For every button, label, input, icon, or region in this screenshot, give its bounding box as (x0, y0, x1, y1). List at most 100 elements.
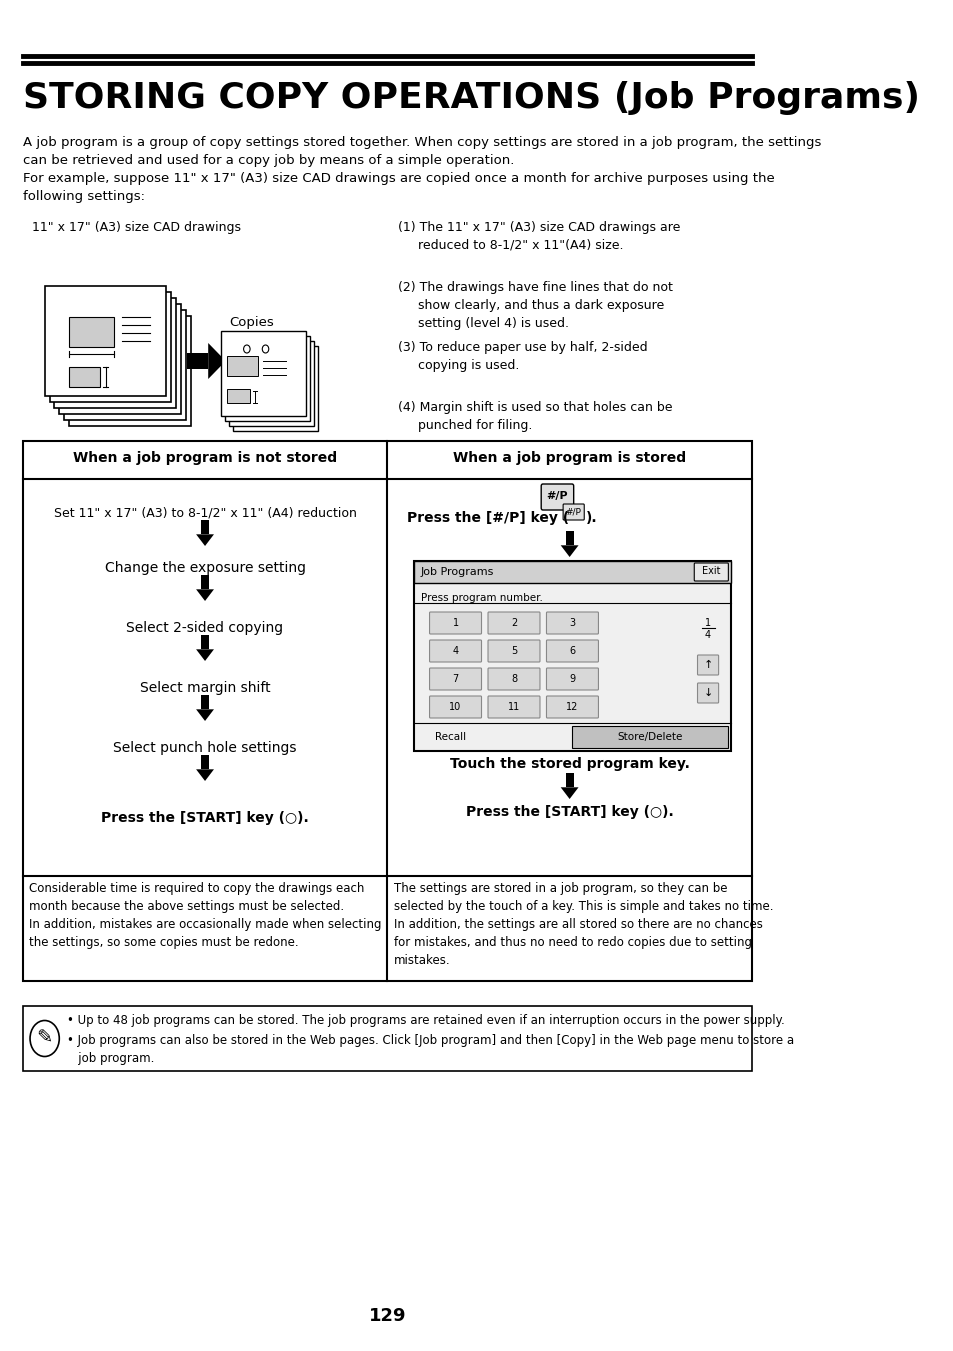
Polygon shape (201, 694, 209, 709)
Bar (572, 725, 727, 748)
FancyBboxPatch shape (562, 504, 583, 520)
Text: 7: 7 (452, 674, 458, 684)
FancyBboxPatch shape (64, 309, 186, 420)
FancyBboxPatch shape (429, 696, 481, 717)
Text: Touch the stored program key.: Touch the stored program key. (449, 757, 689, 771)
FancyBboxPatch shape (221, 331, 306, 416)
FancyBboxPatch shape (69, 316, 191, 426)
Bar (227, 357, 258, 376)
FancyBboxPatch shape (429, 667, 481, 690)
FancyBboxPatch shape (229, 340, 314, 426)
Text: Press the [#/P] key (: Press the [#/P] key ( (407, 511, 569, 526)
FancyBboxPatch shape (488, 667, 539, 690)
Circle shape (262, 345, 269, 353)
Text: Press program number.: Press program number. (420, 593, 542, 603)
FancyBboxPatch shape (45, 286, 166, 396)
Text: 6: 6 (569, 646, 575, 657)
Text: 9: 9 (569, 674, 575, 684)
Text: Copies: Copies (229, 316, 274, 330)
Text: #/P: #/P (565, 508, 581, 516)
Polygon shape (560, 788, 578, 798)
Bar (414, 561, 730, 751)
Text: (2) The drawings have fine lines that do not
     show clearly, and thus a dark : (2) The drawings have fine lines that do… (397, 281, 672, 330)
Text: 11" x 17" (A3) size CAD drawings: 11" x 17" (A3) size CAD drawings (32, 222, 241, 234)
Text: A job program is a group of copy settings stored together. When copy settings ar: A job program is a group of copy setting… (23, 136, 821, 203)
Text: The settings are stored in a job program, so they can be
selected by the touch o: The settings are stored in a job program… (394, 882, 773, 967)
Text: 8: 8 (511, 674, 517, 684)
FancyBboxPatch shape (697, 655, 718, 676)
FancyBboxPatch shape (50, 292, 172, 403)
Polygon shape (565, 531, 573, 546)
Text: ↓: ↓ (702, 688, 712, 698)
Text: 3: 3 (569, 617, 575, 628)
FancyBboxPatch shape (429, 640, 481, 662)
Polygon shape (201, 520, 209, 534)
FancyBboxPatch shape (546, 667, 598, 690)
Text: Recall: Recall (435, 732, 466, 742)
Circle shape (30, 1020, 59, 1056)
Bar (227, 389, 250, 403)
Bar (69, 367, 100, 386)
Text: Considerable time is required to copy the drawings each
month because the above : Considerable time is required to copy th… (30, 882, 381, 948)
FancyBboxPatch shape (540, 484, 573, 509)
FancyBboxPatch shape (488, 696, 539, 717)
Text: 11: 11 (507, 703, 519, 712)
Text: • Up to 48 job programs can be stored. The job programs are retained even if an : • Up to 48 job programs can be stored. T… (67, 1015, 783, 1027)
Polygon shape (196, 709, 213, 721)
Bar (23, 440, 751, 981)
FancyBboxPatch shape (697, 684, 718, 703)
Text: 10: 10 (449, 703, 461, 712)
Text: Select margin shift: Select margin shift (139, 681, 270, 694)
Bar (69, 317, 113, 347)
Text: 4: 4 (452, 646, 458, 657)
Circle shape (243, 345, 250, 353)
FancyBboxPatch shape (694, 563, 727, 581)
Text: Press the [START] key (○).: Press the [START] key (○). (101, 811, 309, 825)
Text: 2: 2 (511, 617, 517, 628)
FancyBboxPatch shape (59, 304, 181, 413)
FancyBboxPatch shape (233, 346, 318, 431)
Polygon shape (565, 773, 573, 788)
Polygon shape (196, 650, 213, 661)
FancyBboxPatch shape (54, 299, 176, 408)
Text: Exit: Exit (701, 566, 720, 576)
Text: 12: 12 (566, 703, 578, 712)
Text: Select punch hole settings: Select punch hole settings (113, 740, 296, 755)
Polygon shape (196, 534, 213, 546)
Polygon shape (201, 635, 209, 650)
Text: When a job program is stored: When a job program is stored (453, 451, 685, 465)
Text: (1) The 11" x 17" (A3) size CAD drawings are
     reduced to 8-1/2" x 11"(A4) si: (1) The 11" x 17" (A3) size CAD drawings… (397, 222, 679, 253)
Polygon shape (196, 769, 213, 781)
FancyBboxPatch shape (546, 612, 598, 634)
Text: Press the [START] key (○).: Press the [START] key (○). (465, 805, 673, 819)
Bar (23, 1006, 751, 1071)
FancyBboxPatch shape (488, 640, 539, 662)
Polygon shape (208, 343, 226, 380)
Polygon shape (196, 589, 213, 601)
Text: 1: 1 (452, 617, 458, 628)
Text: 4: 4 (704, 630, 710, 640)
Text: #/P: #/P (546, 490, 568, 501)
Bar (414, 561, 730, 584)
FancyBboxPatch shape (546, 696, 598, 717)
Text: Select 2-sided copying: Select 2-sided copying (127, 621, 283, 635)
Text: ✎: ✎ (36, 1029, 52, 1048)
Polygon shape (187, 353, 208, 369)
Text: Store/Delete: Store/Delete (617, 732, 682, 742)
Text: STORING COPY OPERATIONS (Job Programs): STORING COPY OPERATIONS (Job Programs) (23, 81, 919, 115)
Text: • Job programs can also be stored in the Web pages. Click [Job program] and then: • Job programs can also be stored in the… (67, 1034, 793, 1065)
Text: ).: ). (585, 511, 597, 526)
FancyBboxPatch shape (546, 640, 598, 662)
Text: (4) Margin shift is used so that holes can be
     punched for filing.: (4) Margin shift is used so that holes c… (397, 401, 672, 432)
Text: When a job program is not stored: When a job program is not stored (72, 451, 336, 465)
Polygon shape (201, 576, 209, 589)
Polygon shape (560, 546, 578, 557)
Text: 5: 5 (511, 646, 517, 657)
FancyBboxPatch shape (488, 612, 539, 634)
Text: (3) To reduce paper use by half, 2-sided
     copying is used.: (3) To reduce paper use by half, 2-sided… (397, 340, 647, 372)
Text: Set 11" x 17" (A3) to 8-1/2" x 11" (A4) reduction: Set 11" x 17" (A3) to 8-1/2" x 11" (A4) … (53, 507, 356, 519)
FancyBboxPatch shape (429, 612, 481, 634)
Text: ↑: ↑ (702, 661, 712, 670)
Text: Job Programs: Job Programs (420, 567, 494, 577)
Polygon shape (201, 755, 209, 769)
